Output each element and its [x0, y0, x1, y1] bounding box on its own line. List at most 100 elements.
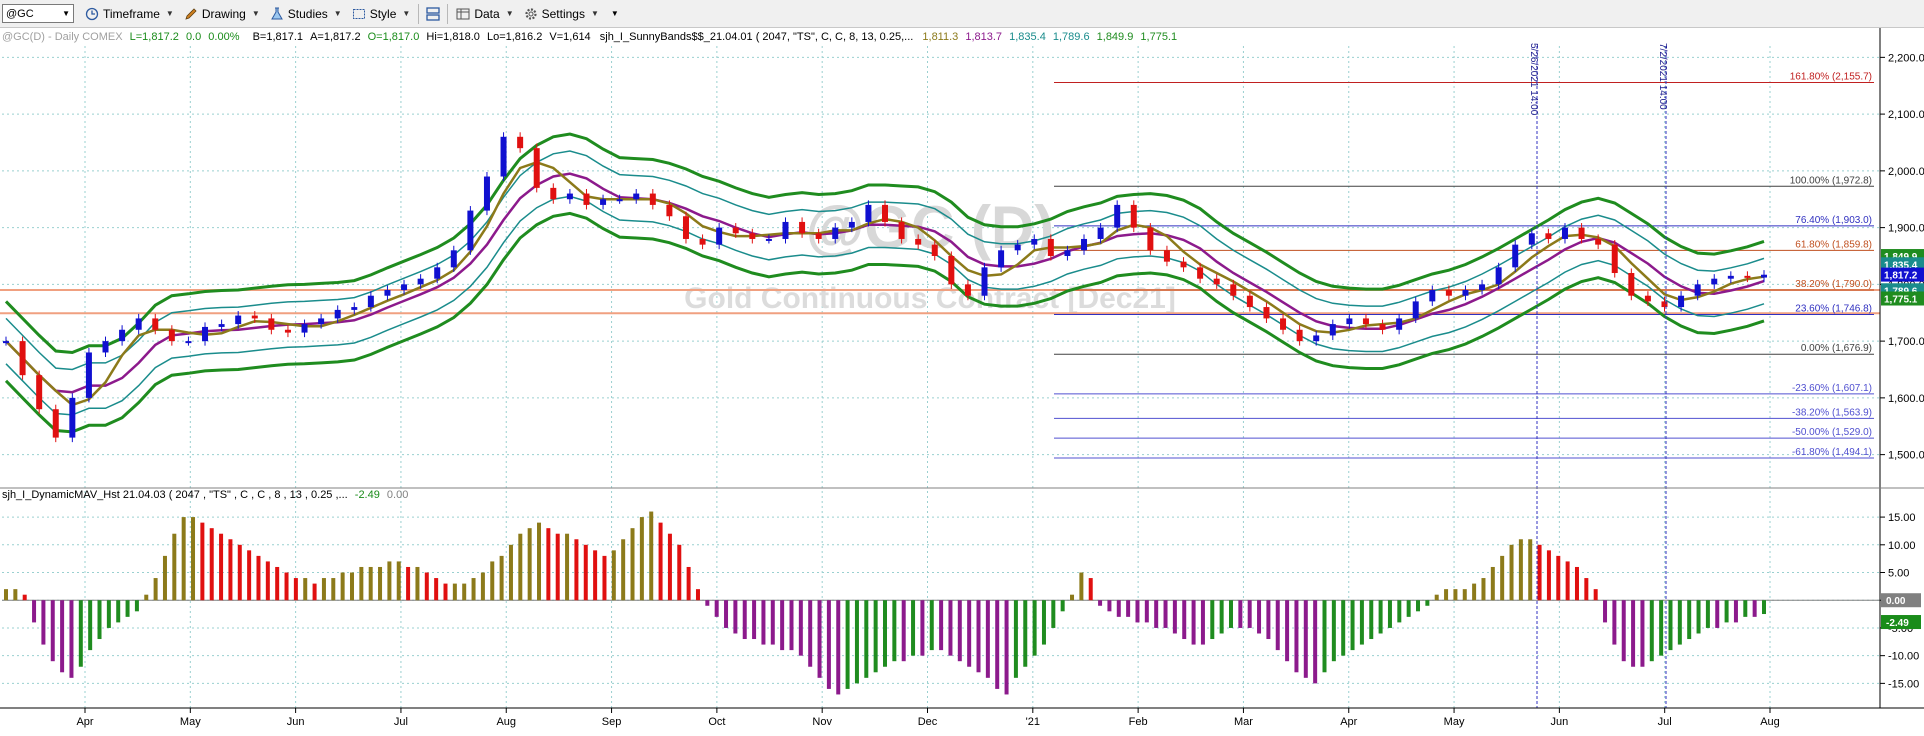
- studies-button[interactable]: Studies ▼: [265, 3, 347, 25]
- hist-bar: [256, 555, 261, 601]
- price-bar-body: [1296, 329, 1303, 342]
- hist-bar: [116, 600, 121, 623]
- watermark-name: Gold Continuous Contract [Dec21]: [684, 282, 1176, 315]
- hist-bar: [957, 600, 962, 662]
- hist-bar: [359, 566, 364, 601]
- price-bar-body: [1661, 301, 1668, 308]
- price-bar-body: [633, 193, 640, 200]
- hist-bar: [1649, 600, 1654, 662]
- toolbar-overflow-button[interactable]: ▼: [604, 3, 626, 25]
- hist-bar: [555, 533, 560, 601]
- hist-bar: [22, 594, 27, 601]
- price-bar-body: [401, 284, 408, 291]
- settings-button[interactable]: Settings ▼: [519, 3, 604, 25]
- study-value-4: 1,789.6: [1052, 31, 1090, 43]
- outer-lower-band: [4, 211, 1765, 434]
- price-bar-body: [583, 193, 590, 205]
- hist-bar: [864, 600, 869, 678]
- hist-bar: [1182, 600, 1187, 640]
- hist-bar: [312, 583, 317, 601]
- hist-bar: [321, 578, 326, 601]
- hist-bar: [1294, 600, 1299, 673]
- drawing-button[interactable]: Drawing ▼: [179, 3, 265, 25]
- time-tick-label: Apr: [76, 716, 93, 728]
- study-value-6: 1,775.1: [1140, 31, 1178, 43]
- hist-bar: [1546, 550, 1551, 601]
- hist-bar: [518, 533, 523, 601]
- price-bar-body: [450, 250, 457, 268]
- volume: V=1,614: [549, 31, 591, 43]
- hist-bar: [780, 600, 785, 651]
- price-bar-body: [1445, 290, 1452, 296]
- price-bar-body: [1727, 275, 1734, 279]
- price-bar-body: [19, 341, 26, 376]
- symbol-selector[interactable]: @GC ▼: [2, 4, 74, 23]
- fib-level-label: -61.80% (1,494.1): [1792, 447, 1872, 458]
- price-bar-body: [185, 341, 192, 344]
- hist-bar: [752, 600, 757, 640]
- price-bar-body: [898, 221, 905, 239]
- data-button[interactable]: Data ▼: [451, 3, 518, 25]
- hist-bar: [1303, 600, 1308, 678]
- gear-icon: [525, 7, 537, 20]
- chart-canvas[interactable]: @GC (D) Gold Continuous Contract [Dec21]…: [0, 28, 1924, 736]
- hist-bar: [1603, 600, 1608, 623]
- price-bar-body: [417, 278, 424, 285]
- layout-button[interactable]: [422, 3, 444, 25]
- hist-bar: [1481, 578, 1486, 601]
- price-bar-body: [1429, 290, 1436, 302]
- hist-bar: [1088, 578, 1093, 601]
- hist-bar: [1762, 600, 1766, 615]
- chart-area[interactable]: @GC (D) Gold Continuous Contract [Dec21]…: [0, 28, 1924, 736]
- hist-bar: [1369, 600, 1374, 640]
- price-bar-body: [1462, 290, 1469, 296]
- hist-bar: [1705, 600, 1710, 628]
- symbol-text: @GC: [6, 7, 34, 20]
- price-bar-body: [848, 221, 855, 228]
- price-bar-body: [1313, 335, 1320, 342]
- price-bar-body: [1611, 244, 1618, 274]
- chevron-down-icon: ▼: [590, 9, 599, 18]
- timeframe-button[interactable]: Timeframe ▼: [80, 3, 179, 25]
- hist-bar: [247, 550, 252, 601]
- data-icon: [456, 8, 470, 19]
- price-bar-body: [1246, 295, 1253, 308]
- hist-bar: [649, 511, 654, 601]
- hist-bar: [219, 533, 224, 601]
- hist-bar: [1696, 600, 1701, 634]
- hist-bar: [593, 550, 598, 601]
- fib-level-label: -23.60% (1,607.1): [1792, 383, 1872, 394]
- time-tick-label: Jun: [1551, 716, 1569, 728]
- price-bar-body: [799, 221, 806, 234]
- time-tick-label: '21: [1026, 716, 1040, 728]
- hist-bar: [667, 533, 672, 601]
- price-tick-label: 1,900.0: [1888, 223, 1924, 235]
- price-bar-body: [1197, 267, 1204, 279]
- price-bar-body: [467, 210, 474, 251]
- hist-bar: [462, 583, 467, 601]
- hist-bar: [1350, 600, 1355, 651]
- hist-bar: [939, 600, 944, 651]
- price-bar-body: [1678, 295, 1685, 308]
- hist-bar: [1135, 600, 1140, 623]
- hist-bar: [1013, 600, 1018, 678]
- pct-change: 0.00%: [208, 31, 240, 43]
- fib-level-label: 61.80% (1,859.8): [1795, 239, 1872, 250]
- study-value-1: 1,811.3: [922, 31, 959, 43]
- hist-bar: [948, 600, 953, 656]
- price-bar-body: [251, 315, 258, 319]
- hist-bar: [1275, 600, 1280, 651]
- price-bar-body: [981, 267, 988, 296]
- hist-bar: [434, 578, 439, 601]
- style-button[interactable]: Style ▼: [347, 3, 416, 25]
- flask-icon: [270, 7, 283, 19]
- hist-bar: [817, 600, 822, 678]
- hist-bar: [106, 600, 111, 628]
- price-bar-body: [1711, 278, 1718, 285]
- hist-bar: [396, 561, 401, 601]
- time-tick-label: Aug: [496, 716, 516, 728]
- hist-bar: [172, 533, 177, 601]
- hist-bar: [527, 528, 532, 601]
- hist-bar: [1313, 600, 1318, 684]
- hist-bar: [387, 561, 392, 601]
